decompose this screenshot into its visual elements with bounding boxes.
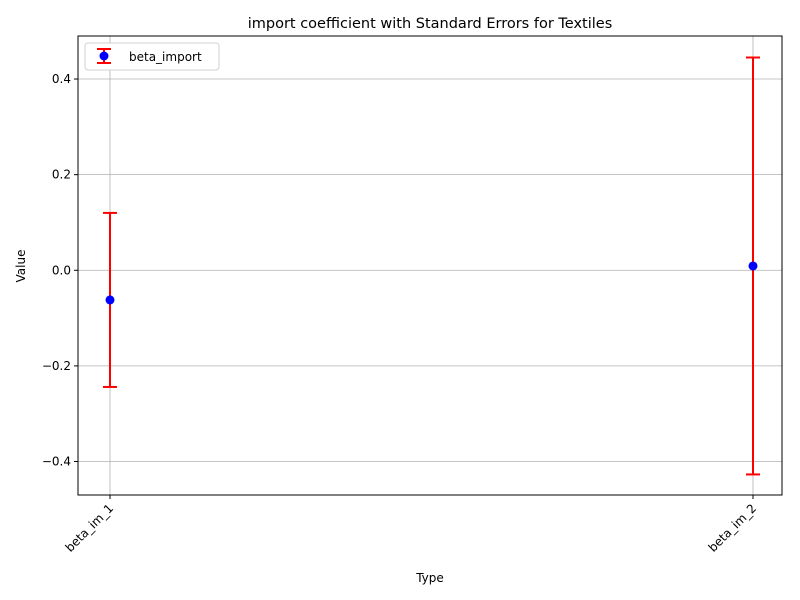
legend: beta_import [84, 42, 220, 71]
legend-box [84, 42, 220, 71]
chart-title: import coefficient with Standard Errors … [248, 16, 613, 32]
data-point [105, 295, 115, 305]
data-point [748, 261, 758, 271]
legend-label: beta_import [129, 50, 202, 64]
x-tick-label: beta_im_2 [706, 501, 760, 555]
plot-frame [77, 35, 783, 496]
tick-layer: −0.4 −0.2 0.0 0.2 0.4 beta_im_1 beta_im_2 [42, 72, 759, 555]
legend-marker [99, 51, 109, 61]
data-layer [103, 56, 760, 476]
y-tick-label: −0.4 [42, 455, 71, 469]
y-tick-label: 0.2 [52, 168, 71, 182]
grid-layer [78, 36, 782, 495]
x-tick-label: beta_im_1 [63, 501, 117, 555]
y-axis-title: Value [14, 250, 28, 283]
y-tick-label: 0.4 [52, 72, 71, 86]
x-axis-title: Type [415, 571, 444, 585]
y-tick-label: −0.2 [42, 359, 71, 373]
y-tick-label: 0.0 [52, 263, 71, 277]
